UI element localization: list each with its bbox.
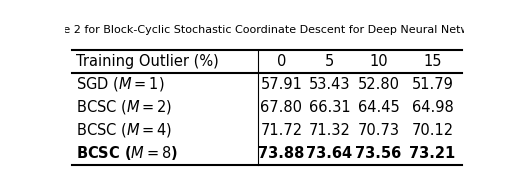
- Text: 73.88: 73.88: [259, 146, 304, 161]
- Text: 15: 15: [423, 54, 442, 69]
- Text: BCSC ($M = 2$): BCSC ($M = 2$): [76, 98, 173, 116]
- Text: 64.45: 64.45: [358, 100, 399, 115]
- Text: 71.32: 71.32: [309, 123, 350, 138]
- Text: 73.64: 73.64: [307, 146, 352, 161]
- Text: 73.21: 73.21: [409, 146, 456, 161]
- Text: 71.72: 71.72: [261, 123, 302, 138]
- Text: 51.79: 51.79: [411, 77, 454, 92]
- Text: BCSC ($M = 4$): BCSC ($M = 4$): [76, 121, 173, 139]
- Text: 53.43: 53.43: [309, 77, 350, 92]
- Text: SGD ($M = 1$): SGD ($M = 1$): [76, 75, 165, 93]
- Text: 67.80: 67.80: [261, 100, 302, 115]
- Text: 66.31: 66.31: [309, 100, 350, 115]
- Text: 70.73: 70.73: [358, 123, 399, 138]
- Text: 5: 5: [325, 54, 334, 69]
- Text: 64.98: 64.98: [412, 100, 453, 115]
- Text: 57.91: 57.91: [261, 77, 302, 92]
- Text: 73.56: 73.56: [356, 146, 401, 161]
- Text: 10: 10: [369, 54, 388, 69]
- Text: 52.80: 52.80: [358, 77, 399, 92]
- Text: 0: 0: [277, 54, 286, 69]
- Text: Training Outlier (%): Training Outlier (%): [76, 54, 219, 69]
- Text: 70.12: 70.12: [411, 123, 454, 138]
- Text: Figure 2 for Block-Cyclic Stochastic Coordinate Descent for Deep Neural Networks: Figure 2 for Block-Cyclic Stochastic Coo…: [36, 25, 493, 35]
- Text: BCSC ($M = 8$): BCSC ($M = 8$): [76, 144, 179, 162]
